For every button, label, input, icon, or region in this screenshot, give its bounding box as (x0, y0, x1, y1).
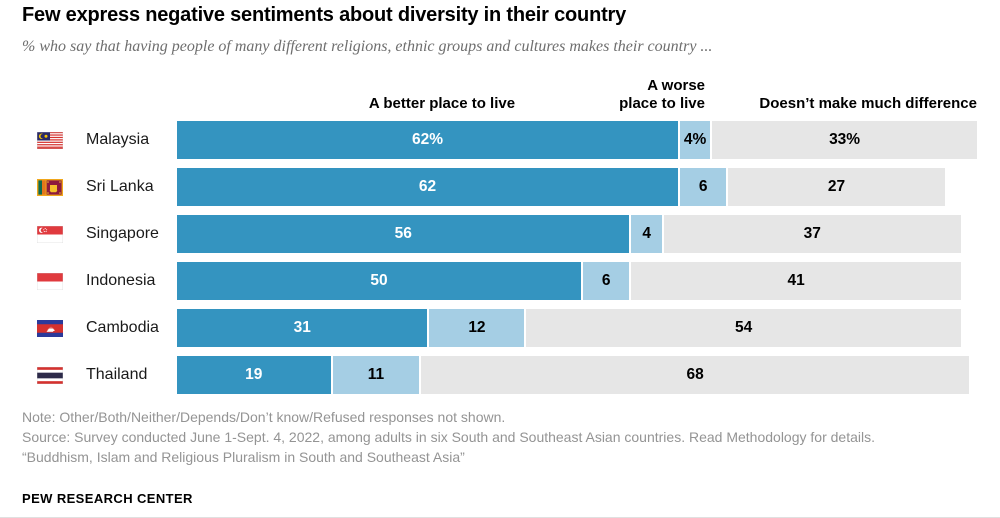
header-worse-place: A worse place to live (619, 77, 705, 112)
row-label-malaysia: Malaysia (0, 131, 177, 149)
column-headers: A better place to live A worse place to … (177, 72, 985, 114)
country-label: Sri Lanka (86, 178, 154, 195)
pew-research-center-wordmark: PEW RESEARCH CENTER (22, 491, 193, 506)
row-label-thailand: Thailand (0, 366, 177, 384)
segment-diff: 54 (524, 309, 961, 347)
segment-diff: 41 (629, 262, 961, 300)
page-title: Few express negative sentiments about di… (22, 4, 627, 26)
bar-malaysia: 62% 4% 33% (177, 121, 977, 159)
segment-better: 31 (177, 309, 428, 347)
table-row: Indonesia 50 6 41 (0, 262, 1000, 300)
country-label: Cambodia (86, 319, 159, 336)
segment-worse: 6 (677, 168, 727, 206)
report-title-line: “Buddhism, Islam and Religious Pluralism… (22, 449, 465, 465)
bar-chart: Malaysia 62% 4% 33% Sri Lanka (0, 121, 1000, 403)
segment-worse: 6 (581, 262, 630, 300)
segment-better: 62% (177, 121, 678, 159)
segment-diff: 27 (726, 168, 945, 206)
country-label: Indonesia (86, 272, 156, 289)
header-better-place: A better place to live (368, 95, 516, 112)
flag-malaysia-icon (37, 131, 63, 149)
header-no-difference: Doesn’t make much difference (759, 95, 977, 112)
segment-worse: 4% (677, 121, 711, 159)
flag-indonesia-icon (37, 272, 63, 290)
segment-diff: 37 (661, 215, 961, 253)
chart-subtitle: % who say that having people of many dif… (22, 38, 713, 55)
chart-notes: Note: Other/Both/Neither/Depends/Don’t k… (22, 407, 875, 467)
bar-cambodia: 31 12 54 (177, 309, 961, 347)
table-row: Cambodia 31 12 54 (0, 309, 1000, 347)
segment-better: 50 (177, 262, 581, 300)
flag-sri-lanka-icon (37, 178, 63, 196)
flag-singapore-icon (37, 225, 63, 243)
flag-thailand-icon (37, 366, 63, 384)
row-label-indonesia: Indonesia (0, 272, 177, 290)
source-line: Source: Survey conducted June 1-Sept. 4,… (22, 429, 875, 445)
segment-better: 56 (177, 215, 630, 253)
bar-thailand: 19 11 68 (177, 356, 969, 394)
row-label-cambodia: Cambodia (0, 319, 177, 337)
table-row: Thailand 19 11 68 (0, 356, 1000, 394)
row-label-sri-lanka: Sri Lanka (0, 178, 177, 196)
segment-worse: 11 (330, 356, 420, 394)
segment-worse: 4 (629, 215, 662, 253)
row-label-singapore: Singapore (0, 225, 177, 243)
segment-worse: 12 (427, 309, 525, 347)
bar-sri-lanka: 62 6 27 (177, 168, 945, 206)
bar-singapore: 56 4 37 (177, 215, 961, 253)
country-label: Malaysia (86, 131, 150, 148)
table-row: Sri Lanka 62 6 27 (0, 168, 1000, 206)
note-line: Note: Other/Both/Neither/Depends/Don’t k… (22, 409, 506, 425)
bar-indonesia: 50 6 41 (177, 262, 961, 300)
table-row: Malaysia 62% 4% 33% (0, 121, 1000, 159)
table-row: Singapore 56 4 37 (0, 215, 1000, 253)
country-label: Thailand (86, 366, 148, 383)
flag-cambodia-icon (37, 319, 63, 337)
segment-better: 19 (177, 356, 331, 394)
segment-diff: 33% (710, 121, 977, 159)
segment-better: 62 (177, 168, 678, 206)
country-label: Singapore (86, 225, 159, 242)
segment-diff: 68 (419, 356, 969, 394)
